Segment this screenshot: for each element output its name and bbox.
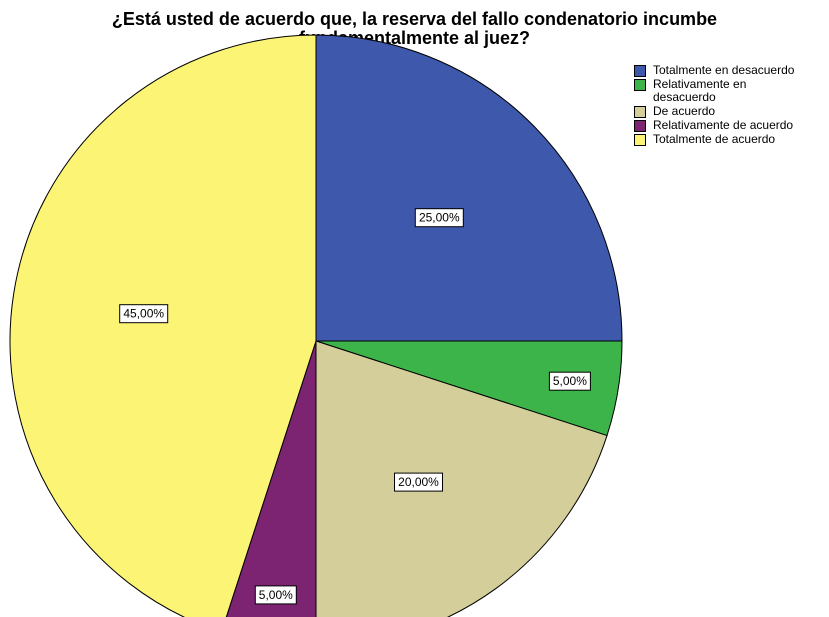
data-labels: 25,00% 5,00% 20,00% 5,00% 45,00%: [119, 208, 591, 605]
pie-slice: [315, 340, 608, 617]
pie-slice: [9, 34, 317, 617]
legend-item: Relativamente de acuerdo: [634, 119, 829, 132]
legend: Totalmente en desacuerdo Relativamente en…: [634, 64, 829, 147]
slice-label-box: [414, 208, 464, 228]
slice-percentage-label: 25,00%: [419, 211, 460, 225]
legend-label: Totalmente de acuerdo: [653, 132, 776, 146]
chart-title: ¿Está usted de acuerdo que, la reserva d…: [0, 10, 829, 48]
legend-swatch: [634, 120, 646, 132]
slice-data-label: 45,00%: [119, 304, 169, 324]
slice-data-label: 20,00%: [394, 472, 443, 492]
slice-data-label: 5,00%: [254, 585, 297, 605]
slice-percentage-label: 5,00%: [553, 374, 587, 388]
slice-label-box: [254, 585, 297, 605]
legend-label: Relativamente de acuerdo: [653, 118, 794, 132]
slice-percentage-label: 20,00%: [398, 475, 439, 489]
slice-label-box: [119, 304, 169, 324]
legend-item: Totalmente en desacuerdo: [634, 64, 829, 77]
slice-data-label: 5,00%: [548, 371, 591, 391]
chart-title-line-1: ¿Está usted de acuerdo que, la reserva d…: [111, 9, 718, 29]
slice-label-box: [394, 472, 443, 492]
slice-label-box: [548, 371, 591, 391]
legend-swatch: [634, 106, 646, 118]
slice-data-label: 25,00%: [414, 208, 464, 228]
legend-swatch: [634, 134, 646, 146]
legend-label: desacuerdo: [653, 90, 716, 104]
legend-item: De acuerdo: [634, 105, 829, 118]
legend-label: Relativamente en: [653, 77, 747, 91]
slice-percentage-label: 45,00%: [123, 307, 164, 321]
legend-label: Totalmente en desacuerdo: [653, 63, 795, 77]
legend-item: Relativamente en desacuerdo: [634, 78, 829, 104]
legend-item: Totalmente de acuerdo: [634, 133, 829, 146]
slice-percentage-label: 5,00%: [259, 588, 293, 602]
pie-slice: [315, 34, 623, 342]
legend-swatch: [634, 79, 646, 91]
legend-swatch: [634, 65, 646, 77]
legend-label: De acuerdo: [653, 104, 716, 118]
